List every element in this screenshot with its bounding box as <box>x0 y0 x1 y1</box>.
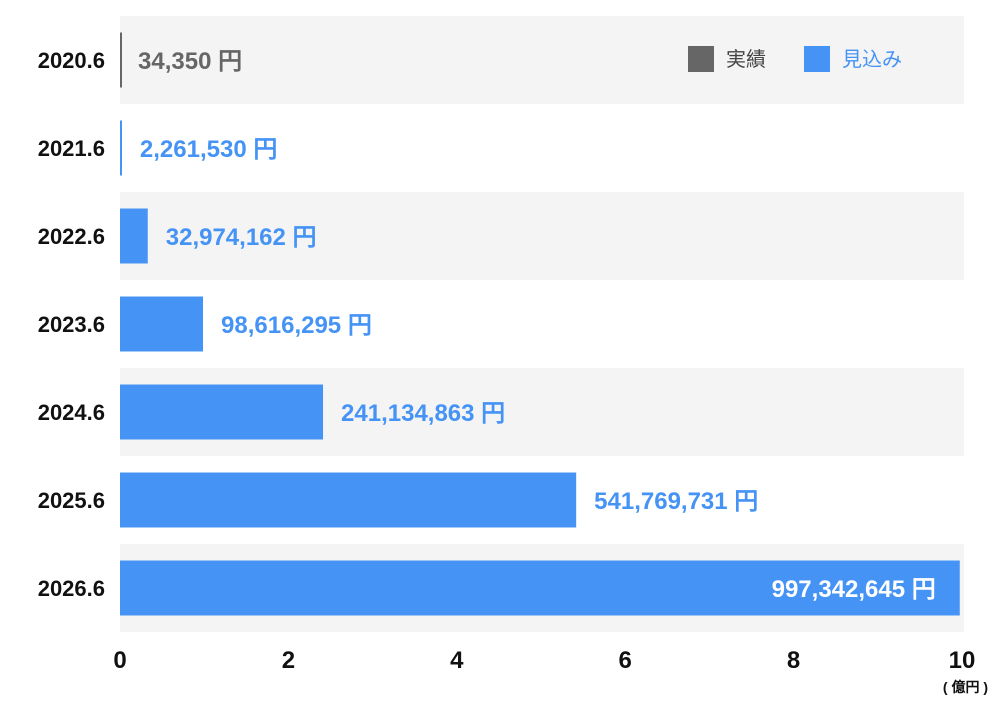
row-band <box>120 192 964 280</box>
category-label: 2022.6 <box>38 224 105 249</box>
legend-swatch-1 <box>804 46 830 72</box>
bar-2025.6[interactable] <box>120 472 577 528</box>
category-label: 2020.6 <box>38 48 105 73</box>
bar-2024.6[interactable] <box>120 384 324 440</box>
category-label: 2023.6 <box>38 312 105 337</box>
data-label: 241,134,863 円 <box>341 400 505 427</box>
x-tick-label: 6 <box>619 647 632 674</box>
row-band <box>120 280 964 368</box>
category-label: 2026.6 <box>38 576 105 601</box>
row-band <box>120 16 964 104</box>
bar-2020.6[interactable] <box>120 32 122 88</box>
data-label: 98,616,295 円 <box>221 312 372 339</box>
data-label: 32,974,162 円 <box>166 224 317 251</box>
category-label: 2021.6 <box>38 136 105 161</box>
legend-swatch-0 <box>688 46 714 72</box>
bar-2023.6[interactable] <box>120 296 204 352</box>
category-label: 2025.6 <box>38 488 105 513</box>
x-tick-label: 8 <box>787 647 800 674</box>
data-label: 541,769,731 円 <box>594 488 758 515</box>
x-tick-label: 10 <box>949 647 976 674</box>
x-tick-label: 4 <box>450 647 464 674</box>
category-label: 2024.6 <box>38 400 105 425</box>
data-label: 34,350 円 <box>138 48 242 75</box>
legend-label: 実績 <box>726 48 766 71</box>
bar-2021.6[interactable] <box>120 120 122 176</box>
x-axis-unit-label: ( 億円 ) <box>943 679 988 695</box>
data-label: 2,261,530 円 <box>140 136 277 163</box>
bar-2022.6[interactable] <box>120 208 148 264</box>
x-tick-label: 2 <box>282 647 295 674</box>
legend-label: 見込み <box>842 48 902 71</box>
bar-2026.6[interactable] <box>120 560 960 616</box>
x-tick-label: 0 <box>113 647 126 674</box>
data-label: 997,342,645 円 <box>772 576 936 603</box>
row-band <box>120 104 964 192</box>
